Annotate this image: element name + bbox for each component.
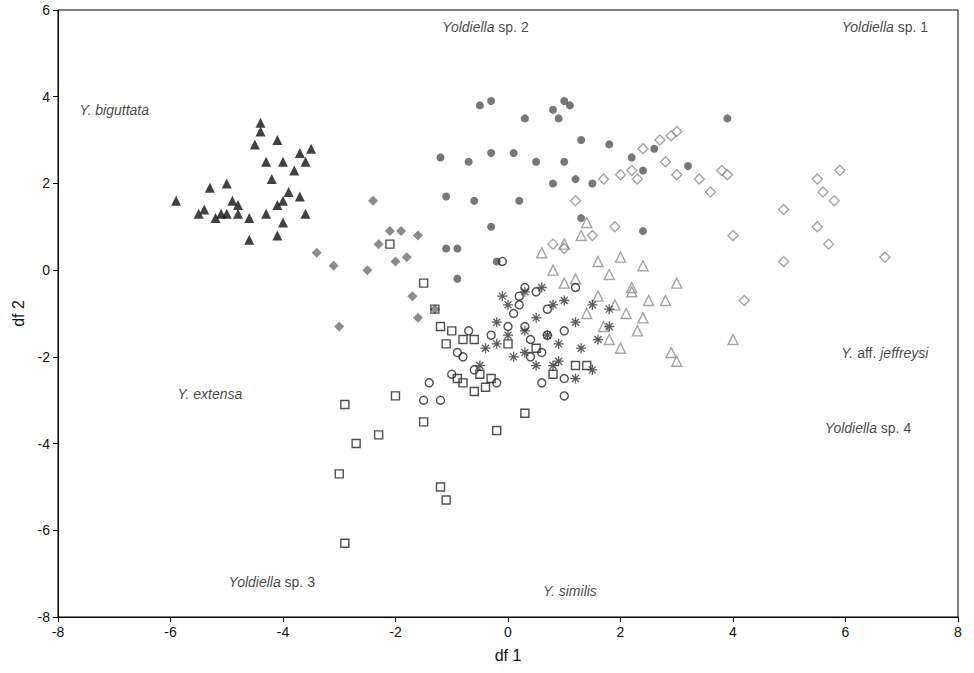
svg-text:Yoldiella: Yoldiella [825, 420, 877, 436]
svg-text:8: 8 [954, 624, 962, 640]
svg-text:-2: -2 [38, 349, 51, 365]
svg-text:6: 6 [42, 2, 50, 18]
svg-text:sp.: sp. [285, 574, 304, 590]
svg-text:sp.: sp. [898, 19, 917, 35]
svg-text:Yoldiella: Yoldiella [842, 19, 894, 35]
svg-text:sp.: sp. [881, 420, 900, 436]
svg-text:-8: -8 [52, 624, 65, 640]
svg-text:df 2: df 2 [10, 300, 27, 327]
svg-text:extensa: extensa [193, 386, 242, 402]
svg-text:4: 4 [42, 89, 50, 105]
svg-text:Yoldiella: Yoldiella [442, 19, 494, 35]
svg-text:Y.: Y. [79, 102, 91, 118]
svg-text:0: 0 [504, 624, 512, 640]
svg-text:2: 2 [521, 19, 529, 35]
svg-text:2: 2 [617, 624, 625, 640]
svg-text:0: 0 [42, 262, 50, 278]
svg-text:Y.: Y. [841, 345, 853, 361]
svg-text:Y.: Y. [543, 583, 555, 599]
svg-text:Yoldiella: Yoldiella [229, 574, 281, 590]
svg-text:aff.: aff. [857, 345, 876, 361]
svg-text:1: 1 [920, 19, 928, 35]
svg-text:-4: -4 [38, 436, 51, 452]
svg-text:sp.: sp. [498, 19, 517, 35]
svg-text:jeffreysi: jeffreysi [878, 345, 929, 361]
svg-text:4: 4 [903, 420, 911, 436]
svg-text:2: 2 [42, 175, 50, 191]
svg-text:-4: -4 [277, 624, 290, 640]
svg-text:similis: similis [559, 583, 597, 599]
svg-text:6: 6 [842, 624, 850, 640]
svg-text:-2: -2 [389, 624, 402, 640]
svg-text:-6: -6 [164, 624, 177, 640]
svg-text:-6: -6 [38, 522, 51, 538]
svg-text:4: 4 [729, 624, 737, 640]
svg-text:df 1: df 1 [495, 647, 522, 664]
svg-text:-8: -8 [38, 609, 51, 625]
svg-text:3: 3 [307, 574, 315, 590]
svg-text:biguttata: biguttata [95, 102, 149, 118]
svg-text:Y.: Y. [177, 386, 189, 402]
